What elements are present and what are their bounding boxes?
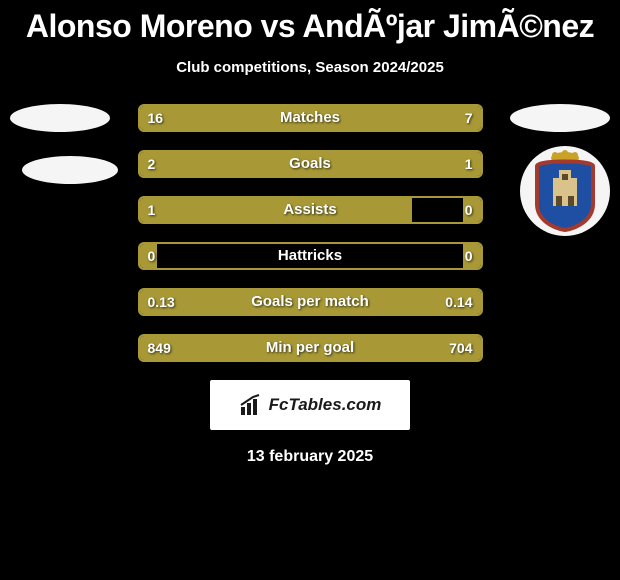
stat-label: Min per goal bbox=[140, 336, 481, 360]
stat-value-right: 7 bbox=[465, 106, 473, 130]
comparison-chart: 16 Matches 7 2 Goals 1 1 Assists 0 0 Hat… bbox=[0, 104, 620, 362]
player-right-avatar-placeholder bbox=[510, 104, 610, 132]
stat-row-matches: 16 Matches 7 bbox=[138, 104, 483, 132]
stat-row-min-per-goal: 849 Min per goal 704 bbox=[138, 334, 483, 362]
stat-bars: 16 Matches 7 2 Goals 1 1 Assists 0 0 Hat… bbox=[138, 104, 483, 362]
stat-row-assists: 1 Assists 0 bbox=[138, 196, 483, 224]
stat-value-right: 704 bbox=[449, 336, 472, 360]
stat-label: Hattricks bbox=[140, 244, 481, 268]
page-title: Alonso Moreno vs AndÃºjar JimÃ©nez bbox=[0, 0, 620, 45]
brand-text: FcTables.com bbox=[269, 395, 382, 415]
player-left-avatar-placeholder-1 bbox=[10, 104, 110, 132]
stat-value-right: 0 bbox=[465, 198, 473, 222]
stat-value-right: 0.14 bbox=[445, 290, 472, 314]
date: 13 february 2025 bbox=[0, 448, 620, 466]
club-crest bbox=[520, 146, 610, 236]
brand-box: FcTables.com bbox=[210, 380, 410, 430]
player-left-avatar-placeholder-2 bbox=[22, 156, 118, 184]
stat-label: Goals per match bbox=[140, 290, 481, 314]
stat-label: Assists bbox=[140, 198, 481, 222]
stat-value-right: 0 bbox=[465, 244, 473, 268]
stat-label: Matches bbox=[140, 106, 481, 130]
stat-value-right: 1 bbox=[465, 152, 473, 176]
brand-logo-icon bbox=[239, 393, 263, 417]
stat-row-hattricks: 0 Hattricks 0 bbox=[138, 242, 483, 270]
club-crest-icon bbox=[529, 150, 601, 232]
stat-row-goals-per-match: 0.13 Goals per match 0.14 bbox=[138, 288, 483, 316]
stat-row-goals: 2 Goals 1 bbox=[138, 150, 483, 178]
subtitle: Club competitions, Season 2024/2025 bbox=[0, 59, 620, 76]
stat-label: Goals bbox=[140, 152, 481, 176]
